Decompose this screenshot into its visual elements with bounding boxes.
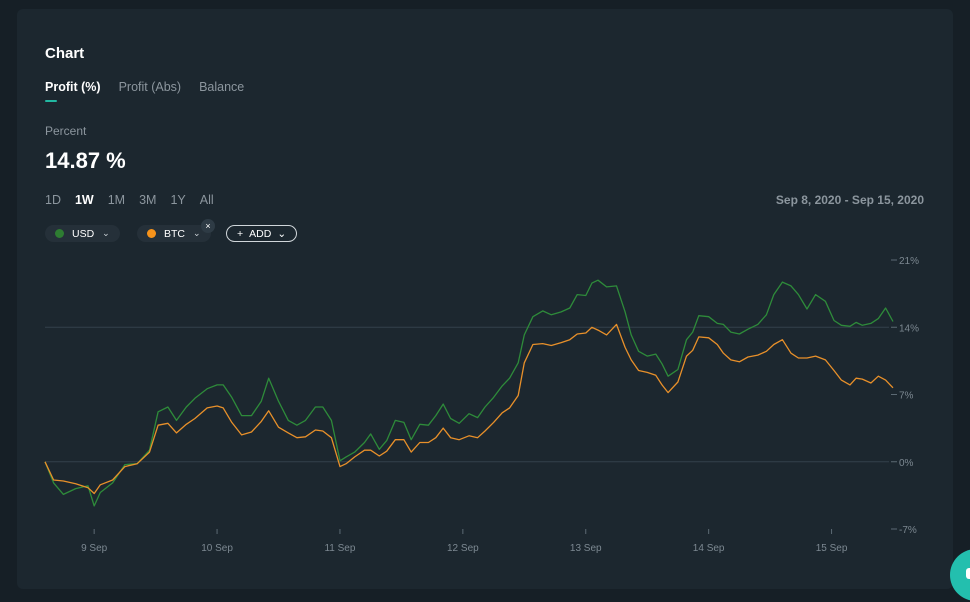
legend-usd-label: USD xyxy=(72,227,95,240)
usd-color-dot xyxy=(55,229,64,238)
add-label: ADD xyxy=(249,227,272,240)
tab-profit-abs[interactable]: Profit (Abs) xyxy=(118,80,182,94)
tab-profit-percent[interactable]: Profit (%) xyxy=(45,80,101,102)
series-line-usd xyxy=(44,279,894,507)
x-tick-label-0: 9 Sep xyxy=(81,543,108,554)
legend-btc-label: BTC xyxy=(164,227,185,240)
chevron-down-icon: ⌄ xyxy=(102,228,110,238)
x-tick-label-3: 12 Sep xyxy=(447,543,479,554)
legend-btc-chip[interactable]: BTC ⌄ xyxy=(137,225,211,242)
range-selector: 1D 1W 1M 3M 1Y All xyxy=(45,193,214,207)
card-title: Chart xyxy=(45,45,85,62)
series-line-btc xyxy=(44,323,894,495)
btc-color-dot xyxy=(147,229,156,238)
x-tick-label-2: 11 Sep xyxy=(324,543,355,554)
x-tick-label-4: 13 Sep xyxy=(570,543,602,554)
legend-usd-chip[interactable]: USD ⌄ xyxy=(45,225,120,242)
metric-label: Percent xyxy=(45,124,87,138)
y-tick-label-3: 0% xyxy=(899,458,914,469)
y-tick-label-2: 7% xyxy=(899,391,914,402)
chat-icon xyxy=(966,568,970,579)
range-1d[interactable]: 1D xyxy=(45,193,61,207)
remove-btc-button[interactable]: × xyxy=(201,219,215,233)
x-tick-label-6: 15 Sep xyxy=(816,543,848,554)
range-1m[interactable]: 1M xyxy=(107,193,126,207)
x-tick-label-1: 10 Sep xyxy=(201,543,233,554)
chevron-down-icon: ⌄ xyxy=(193,228,201,238)
add-series-button[interactable]: + ADD ⌄ xyxy=(226,225,298,242)
metric-value: 14.87 % xyxy=(45,148,126,173)
chart-card: Chart Profit (%) Profit (Abs) Balance Pe… xyxy=(17,9,953,589)
tab-balance[interactable]: Balance xyxy=(199,80,245,94)
y-tick-label-4: -7% xyxy=(899,525,917,536)
range-1y[interactable]: 1Y xyxy=(170,193,186,207)
y-tick-label-1: 14% xyxy=(899,323,919,334)
chat-help-button[interactable] xyxy=(950,549,970,601)
plus-icon: + xyxy=(237,227,244,240)
date-range: Sep 8, 2020 - Sep 15, 2020 xyxy=(775,193,924,207)
series-legend: USD ⌄ BTC ⌄ × + ADD ⌄ xyxy=(45,219,345,249)
metric-tabs: Profit (%) Profit (Abs) Balance xyxy=(45,80,245,102)
range-all[interactable]: All xyxy=(199,193,214,207)
range-3m[interactable]: 3M xyxy=(139,193,157,207)
y-tick-label-0: 21% xyxy=(899,256,919,267)
range-1w[interactable]: 1W xyxy=(74,193,94,207)
chevron-down-icon: ⌄ xyxy=(277,227,287,240)
x-tick-label-5: 14 Sep xyxy=(693,543,725,554)
